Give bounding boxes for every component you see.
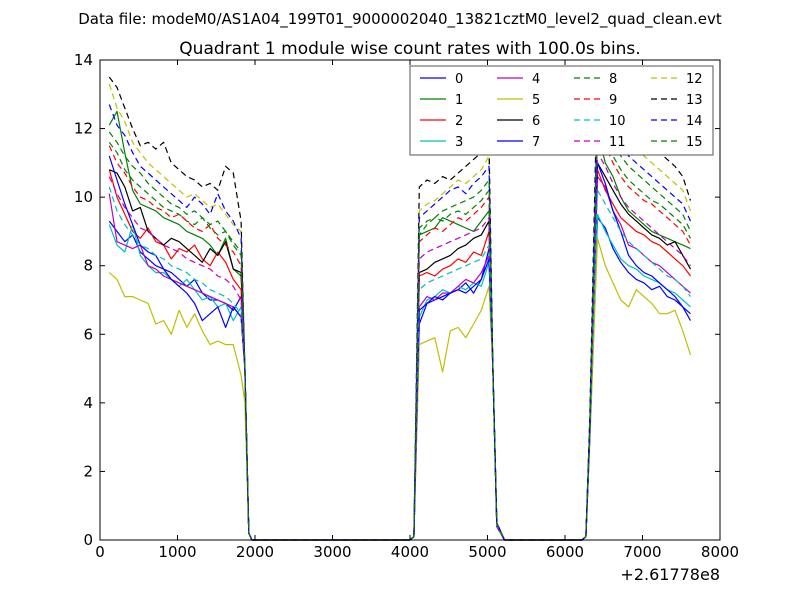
series-line-9 (108, 124, 692, 541)
legend-label-13: 13 (686, 93, 703, 108)
legend-label-9: 9 (609, 93, 617, 108)
x-tick-label: 8000 (701, 543, 739, 561)
x-tick-label: 4000 (391, 543, 429, 561)
legend-box (409, 65, 714, 156)
y-tick-label: 12 (74, 120, 93, 138)
legend-label-15: 15 (686, 135, 703, 150)
axis-ticks: 0 1000 2000 3000 4000 5000 6000 7000 80000246810… (74, 51, 739, 561)
series-line-1 (108, 110, 691, 541)
y-tick-label: 2 (83, 462, 93, 480)
legend-label-4: 4 (532, 72, 540, 87)
legend-label-0: 0 (455, 72, 463, 87)
x-tick-label: 3000 (313, 543, 351, 561)
series-line-11 (108, 152, 691, 541)
y-tick-label: 8 (83, 257, 93, 275)
series-line-0 (108, 217, 691, 541)
legend-label-6: 6 (532, 114, 540, 129)
legend-label-5: 5 (532, 93, 540, 108)
series-line-3 (108, 213, 691, 541)
series-line-7 (108, 155, 692, 541)
series-line-6 (109, 162, 692, 541)
x-tick-label: 1000 (158, 543, 196, 561)
y-tick-label: 10 (74, 188, 93, 206)
legend-label-3: 3 (455, 135, 463, 150)
data-file-label: Data file: modeM0/AS1A04_199T01_90000020… (78, 10, 722, 29)
legend-label-1: 1 (455, 93, 463, 108)
legend-label-10: 10 (609, 114, 626, 129)
x-tick-label: 5000 (468, 543, 506, 561)
legend-label-7: 7 (532, 135, 540, 150)
y-tick-label: 0 (83, 531, 93, 549)
x-offset-label: +2.61778e8 (620, 565, 720, 584)
series-line-14 (108, 97, 692, 541)
legend-label-2: 2 (455, 114, 463, 129)
x-tick-label: 2000 (236, 543, 274, 561)
series-line-10 (108, 186, 691, 541)
legend-label-11: 11 (609, 135, 626, 150)
series-line-4 (108, 176, 691, 541)
series-line-8 (108, 117, 692, 541)
y-tick-label: 6 (83, 325, 93, 343)
series-line-5 (108, 237, 692, 541)
x-tick-label: 0 (95, 543, 105, 561)
series-line-2 (108, 169, 691, 541)
x-tick-label: 7000 (623, 543, 661, 561)
y-tick-label: 4 (83, 394, 93, 412)
series-line-15 (108, 107, 692, 541)
legend-label-14: 14 (686, 114, 703, 129)
x-tick-label: 6000 (546, 543, 584, 561)
chart-title: Quadrant 1 module wise count rates with … (179, 39, 640, 59)
legend-label-12: 12 (686, 72, 703, 87)
y-tick-label: 14 (74, 51, 93, 69)
legend-label-8: 8 (609, 72, 617, 87)
